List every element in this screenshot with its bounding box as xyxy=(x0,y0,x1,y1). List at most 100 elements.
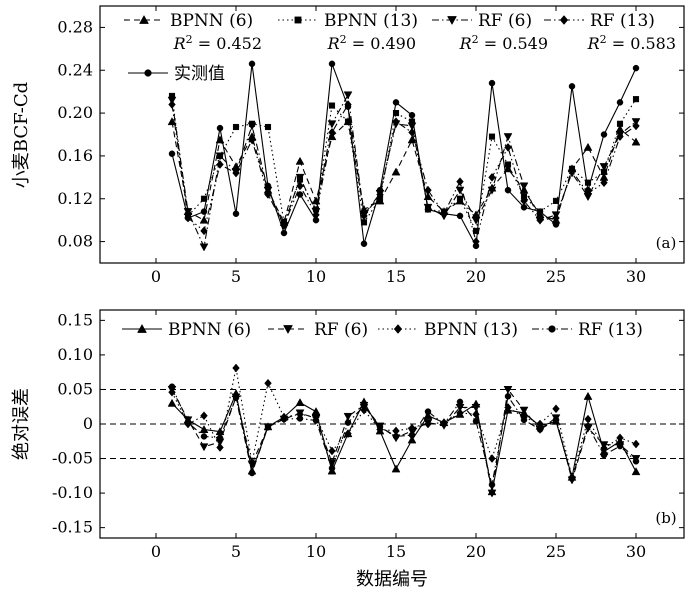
data-point-rf-13 xyxy=(312,417,320,424)
panel-a-panel-label: (a) xyxy=(656,234,677,252)
series-line-rf-6 xyxy=(171,388,637,494)
legend-label-bpnn-6: BPNN (6) xyxy=(170,11,253,31)
data-point-observed xyxy=(584,186,592,194)
legend-marker-observed xyxy=(144,69,152,77)
data-point-bpnn-6 xyxy=(407,435,417,444)
data-point-observed xyxy=(200,208,208,215)
legend-marker-rf-13 xyxy=(548,325,556,333)
data-point-rf-13 xyxy=(488,481,496,489)
data-point-bpnn-13 xyxy=(632,439,640,449)
data-point-observed xyxy=(328,60,336,68)
data-point-observed xyxy=(168,150,176,158)
data-point-bpnn-13 xyxy=(344,429,352,439)
r2-label-rf-6: R2 = 0.549 xyxy=(459,33,548,53)
data-point-bpnn-13 xyxy=(552,404,560,414)
data-point-bpnn-13 xyxy=(328,446,336,456)
data-point-bpnn-13 xyxy=(616,433,624,443)
data-point-bpnn-13 xyxy=(216,443,224,452)
data-point-rf-13 xyxy=(408,431,416,439)
data-point-rf-13 xyxy=(344,419,352,426)
data-point-observed xyxy=(632,64,640,72)
data-point-bpnn-13 xyxy=(328,102,336,109)
legend-marker-bpnn-13 xyxy=(393,324,403,334)
x-tick-label: 25 xyxy=(546,267,566,286)
data-point-observed xyxy=(264,182,272,190)
data-point-rf-13 xyxy=(456,177,464,187)
data-point-rf-13 xyxy=(600,178,608,188)
data-point-rf-13 xyxy=(424,408,432,415)
data-point-observed xyxy=(456,212,464,220)
panel-a-frame xyxy=(99,5,685,264)
data-point-observed xyxy=(472,242,480,250)
data-point-observed xyxy=(504,186,512,194)
x-tick-label: 10 xyxy=(306,267,326,286)
data-point-observed xyxy=(280,229,288,237)
panel-a-y-axis-label: 小麦BCF-Cd xyxy=(11,82,32,188)
x-tick-label: 0 xyxy=(151,542,161,561)
x-axis-label: 数据编号 xyxy=(356,569,428,590)
r2-label-bpnn-6: R2 = 0.452 xyxy=(173,33,262,53)
data-point-rf-13 xyxy=(536,426,544,433)
legend-marker-bpnn-13 xyxy=(294,16,302,24)
series-line-observed xyxy=(171,63,637,248)
data-point-bpnn-13 xyxy=(616,120,624,127)
data-point-rf-13 xyxy=(200,433,208,440)
data-point-rf-6 xyxy=(327,120,337,129)
data-point-bpnn-13 xyxy=(504,403,512,412)
data-point-observed xyxy=(216,124,224,132)
data-point-bpnn-6 xyxy=(167,398,177,407)
data-point-rf-13 xyxy=(392,117,400,127)
data-point-bpnn-6 xyxy=(199,215,209,224)
panel-b-panel-label: (b) xyxy=(655,509,676,527)
panel-b-legend: BPNN (6) RF (6) BPNN (13) RF (13) xyxy=(122,320,643,340)
data-point-rf-6 xyxy=(487,186,497,195)
data-point-rf-13 xyxy=(248,135,256,145)
panel-a-legend: BPNN (6)R2 = 0.452 BPNN (13)R2 = 0.490 RF … xyxy=(124,11,676,84)
y-tick-label: 0.08 xyxy=(57,232,93,251)
data-point-observed xyxy=(552,221,560,228)
data-point-rf-6 xyxy=(599,163,609,172)
data-point-rf-13 xyxy=(472,417,480,425)
data-point-rf-13 xyxy=(376,423,384,431)
data-point-bpnn-13 xyxy=(200,411,208,421)
legend-label-rf-6: RF (6) xyxy=(314,320,368,340)
data-point-bpnn-13 xyxy=(392,110,400,117)
data-point-bpnn-6 xyxy=(167,117,177,126)
data-point-bpnn-13 xyxy=(264,123,272,131)
legend-marker-rf-6 xyxy=(283,325,293,335)
data-point-observed xyxy=(440,210,448,217)
data-point-rf-13 xyxy=(456,398,464,406)
panel-a-series xyxy=(167,60,641,252)
data-point-rf-13 xyxy=(632,121,640,131)
panel-a-axes: 0 5 10 15 20 25 30 0.08 0.12 0.16 0.20 0.24 0.28 xyxy=(57,6,684,286)
x-tick-label: 15 xyxy=(386,267,406,286)
data-point-rf-6 xyxy=(343,412,353,421)
data-point-bpnn-13 xyxy=(488,133,496,140)
y-tick-label: 0.24 xyxy=(57,60,93,79)
x-tick-label: 30 xyxy=(626,267,646,286)
data-point-rf-6 xyxy=(519,406,529,415)
data-point-observed xyxy=(392,99,400,106)
legend-label-rf-13: RF (13) xyxy=(578,320,643,340)
data-point-rf-13 xyxy=(280,221,288,230)
y-tick-label: 0.20 xyxy=(57,103,93,122)
data-point-rf-13 xyxy=(552,416,560,424)
series-line-bpnn-6 xyxy=(171,391,637,492)
data-point-bpnn-13 xyxy=(488,454,496,463)
data-point-bpnn-13 xyxy=(456,195,464,202)
data-point-observed xyxy=(248,60,256,68)
data-point-bpnn-6 xyxy=(631,137,641,146)
data-point-observed xyxy=(184,214,192,222)
legend-marker-rf-13 xyxy=(559,15,569,25)
data-point-bpnn-13 xyxy=(264,378,272,388)
y-tick-label: 0.16 xyxy=(57,146,93,165)
data-point-rf-13 xyxy=(568,475,576,482)
x-tick-label: 0 xyxy=(151,267,161,286)
series-line-rf-13 xyxy=(171,102,637,242)
data-point-bpnn-13 xyxy=(344,118,352,125)
legend-marker-rf-6 xyxy=(447,16,457,26)
data-point-bpnn-6 xyxy=(583,142,593,151)
data-point-bpnn-13 xyxy=(584,414,592,424)
data-point-rf-6 xyxy=(215,152,225,161)
